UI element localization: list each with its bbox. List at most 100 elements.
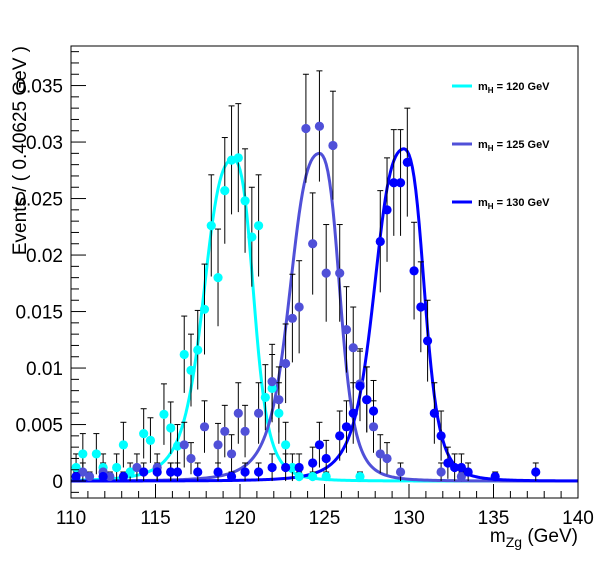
data-point [402, 157, 412, 167]
data-point [152, 467, 162, 477]
data-point [368, 422, 379, 432]
data-point [301, 123, 311, 134]
data-point [463, 467, 473, 477]
data-point [240, 426, 250, 436]
data-point [395, 178, 406, 188]
data-point [456, 471, 466, 482]
data-point [125, 467, 135, 477]
data-point [287, 462, 297, 473]
x-tick-label: 115 [140, 508, 170, 529]
data-point [118, 440, 128, 450]
data-point [267, 377, 277, 387]
data-point [186, 453, 196, 464]
data-point [139, 428, 149, 439]
data-point [260, 392, 270, 403]
data-point [287, 313, 297, 323]
data-point [281, 440, 291, 450]
data-point [348, 408, 358, 418]
data-point [226, 471, 237, 482]
data-point [199, 304, 210, 314]
data-point [247, 232, 257, 242]
x-axis-title: mZg (GeV) [490, 526, 578, 550]
legend-entry-main: m [478, 81, 488, 93]
data-point [253, 467, 264, 477]
x-tick-label: 125 [309, 508, 341, 529]
data-point [294, 302, 304, 312]
data-point [490, 471, 500, 482]
data-point [422, 336, 433, 346]
x-axis-tick-labels: 110 115 120 125 130 135 140 [56, 508, 594, 529]
data-point [91, 449, 101, 459]
data-point [335, 431, 345, 441]
data-point [294, 462, 304, 473]
legend-entry-main: m [478, 197, 488, 209]
data-point [274, 408, 284, 418]
y-axis-tick-labels: 0 0.005 0.01 0.015 0.02 0.025 0.03 0.035 [15, 77, 63, 493]
data-point [416, 302, 426, 312]
legend-entry-value: = 120 GeV [494, 81, 551, 93]
data-point [193, 345, 203, 355]
data-point [166, 467, 176, 477]
data-point [274, 395, 284, 405]
data-point [213, 273, 223, 283]
data-point [382, 453, 392, 464]
x-axis-title-unit: (GeV) [522, 526, 578, 547]
data-point [193, 467, 203, 477]
data-point [233, 408, 243, 418]
data-point [456, 462, 466, 473]
x-tick-label: 120 [224, 508, 256, 529]
data-point [159, 409, 169, 419]
data-point [267, 462, 277, 473]
data-point [179, 440, 189, 450]
data-points [71, 121, 541, 482]
y-tick-label: 0.02 [26, 246, 63, 267]
legend-entry: mH = 125 GeV [478, 139, 550, 153]
data-point [308, 239, 318, 249]
data-point [450, 462, 460, 473]
data-point [355, 381, 365, 391]
data-point [382, 205, 392, 215]
data-point [368, 406, 379, 416]
data-point [226, 449, 237, 459]
data-point [321, 268, 331, 278]
data-point [308, 458, 318, 468]
data-point [389, 178, 399, 188]
data-point [206, 221, 216, 231]
data-point [375, 236, 385, 247]
legend-entry-subscript: H [488, 202, 494, 211]
y-tick-label: 0.015 [15, 303, 63, 324]
data-point [314, 440, 325, 450]
data-point [166, 423, 176, 433]
data-point [253, 408, 264, 418]
data-point [308, 471, 318, 482]
x-axis-title-main: m [490, 526, 506, 547]
data-point [314, 121, 325, 131]
data-point [321, 471, 331, 482]
data-point [112, 462, 122, 473]
y-tick-label: 0 [52, 472, 63, 493]
legend-entry-subscript: H [488, 144, 494, 153]
y-tick-label: 0.03 [26, 133, 63, 154]
y-axis-ticks [71, 51, 86, 493]
x-tick-label: 130 [393, 508, 425, 529]
data-point [78, 467, 88, 477]
data-point [240, 467, 250, 477]
data-point [186, 365, 196, 375]
data-point [253, 221, 264, 231]
y-tick-label: 0.025 [15, 190, 63, 211]
data-point [98, 471, 108, 482]
data-point [132, 462, 142, 473]
data-point [84, 471, 95, 482]
x-axis-title-subscript: Zg [506, 534, 522, 550]
legend-entry-subscript: H [488, 86, 494, 95]
y-tick-label: 0.005 [15, 416, 63, 437]
data-point [531, 467, 541, 477]
data-point [362, 395, 372, 405]
data-point [409, 266, 419, 276]
data-point [267, 383, 277, 393]
data-point [281, 462, 291, 473]
x-axis-ticks [70, 484, 579, 498]
data-point [213, 467, 223, 477]
data-point [105, 471, 115, 482]
